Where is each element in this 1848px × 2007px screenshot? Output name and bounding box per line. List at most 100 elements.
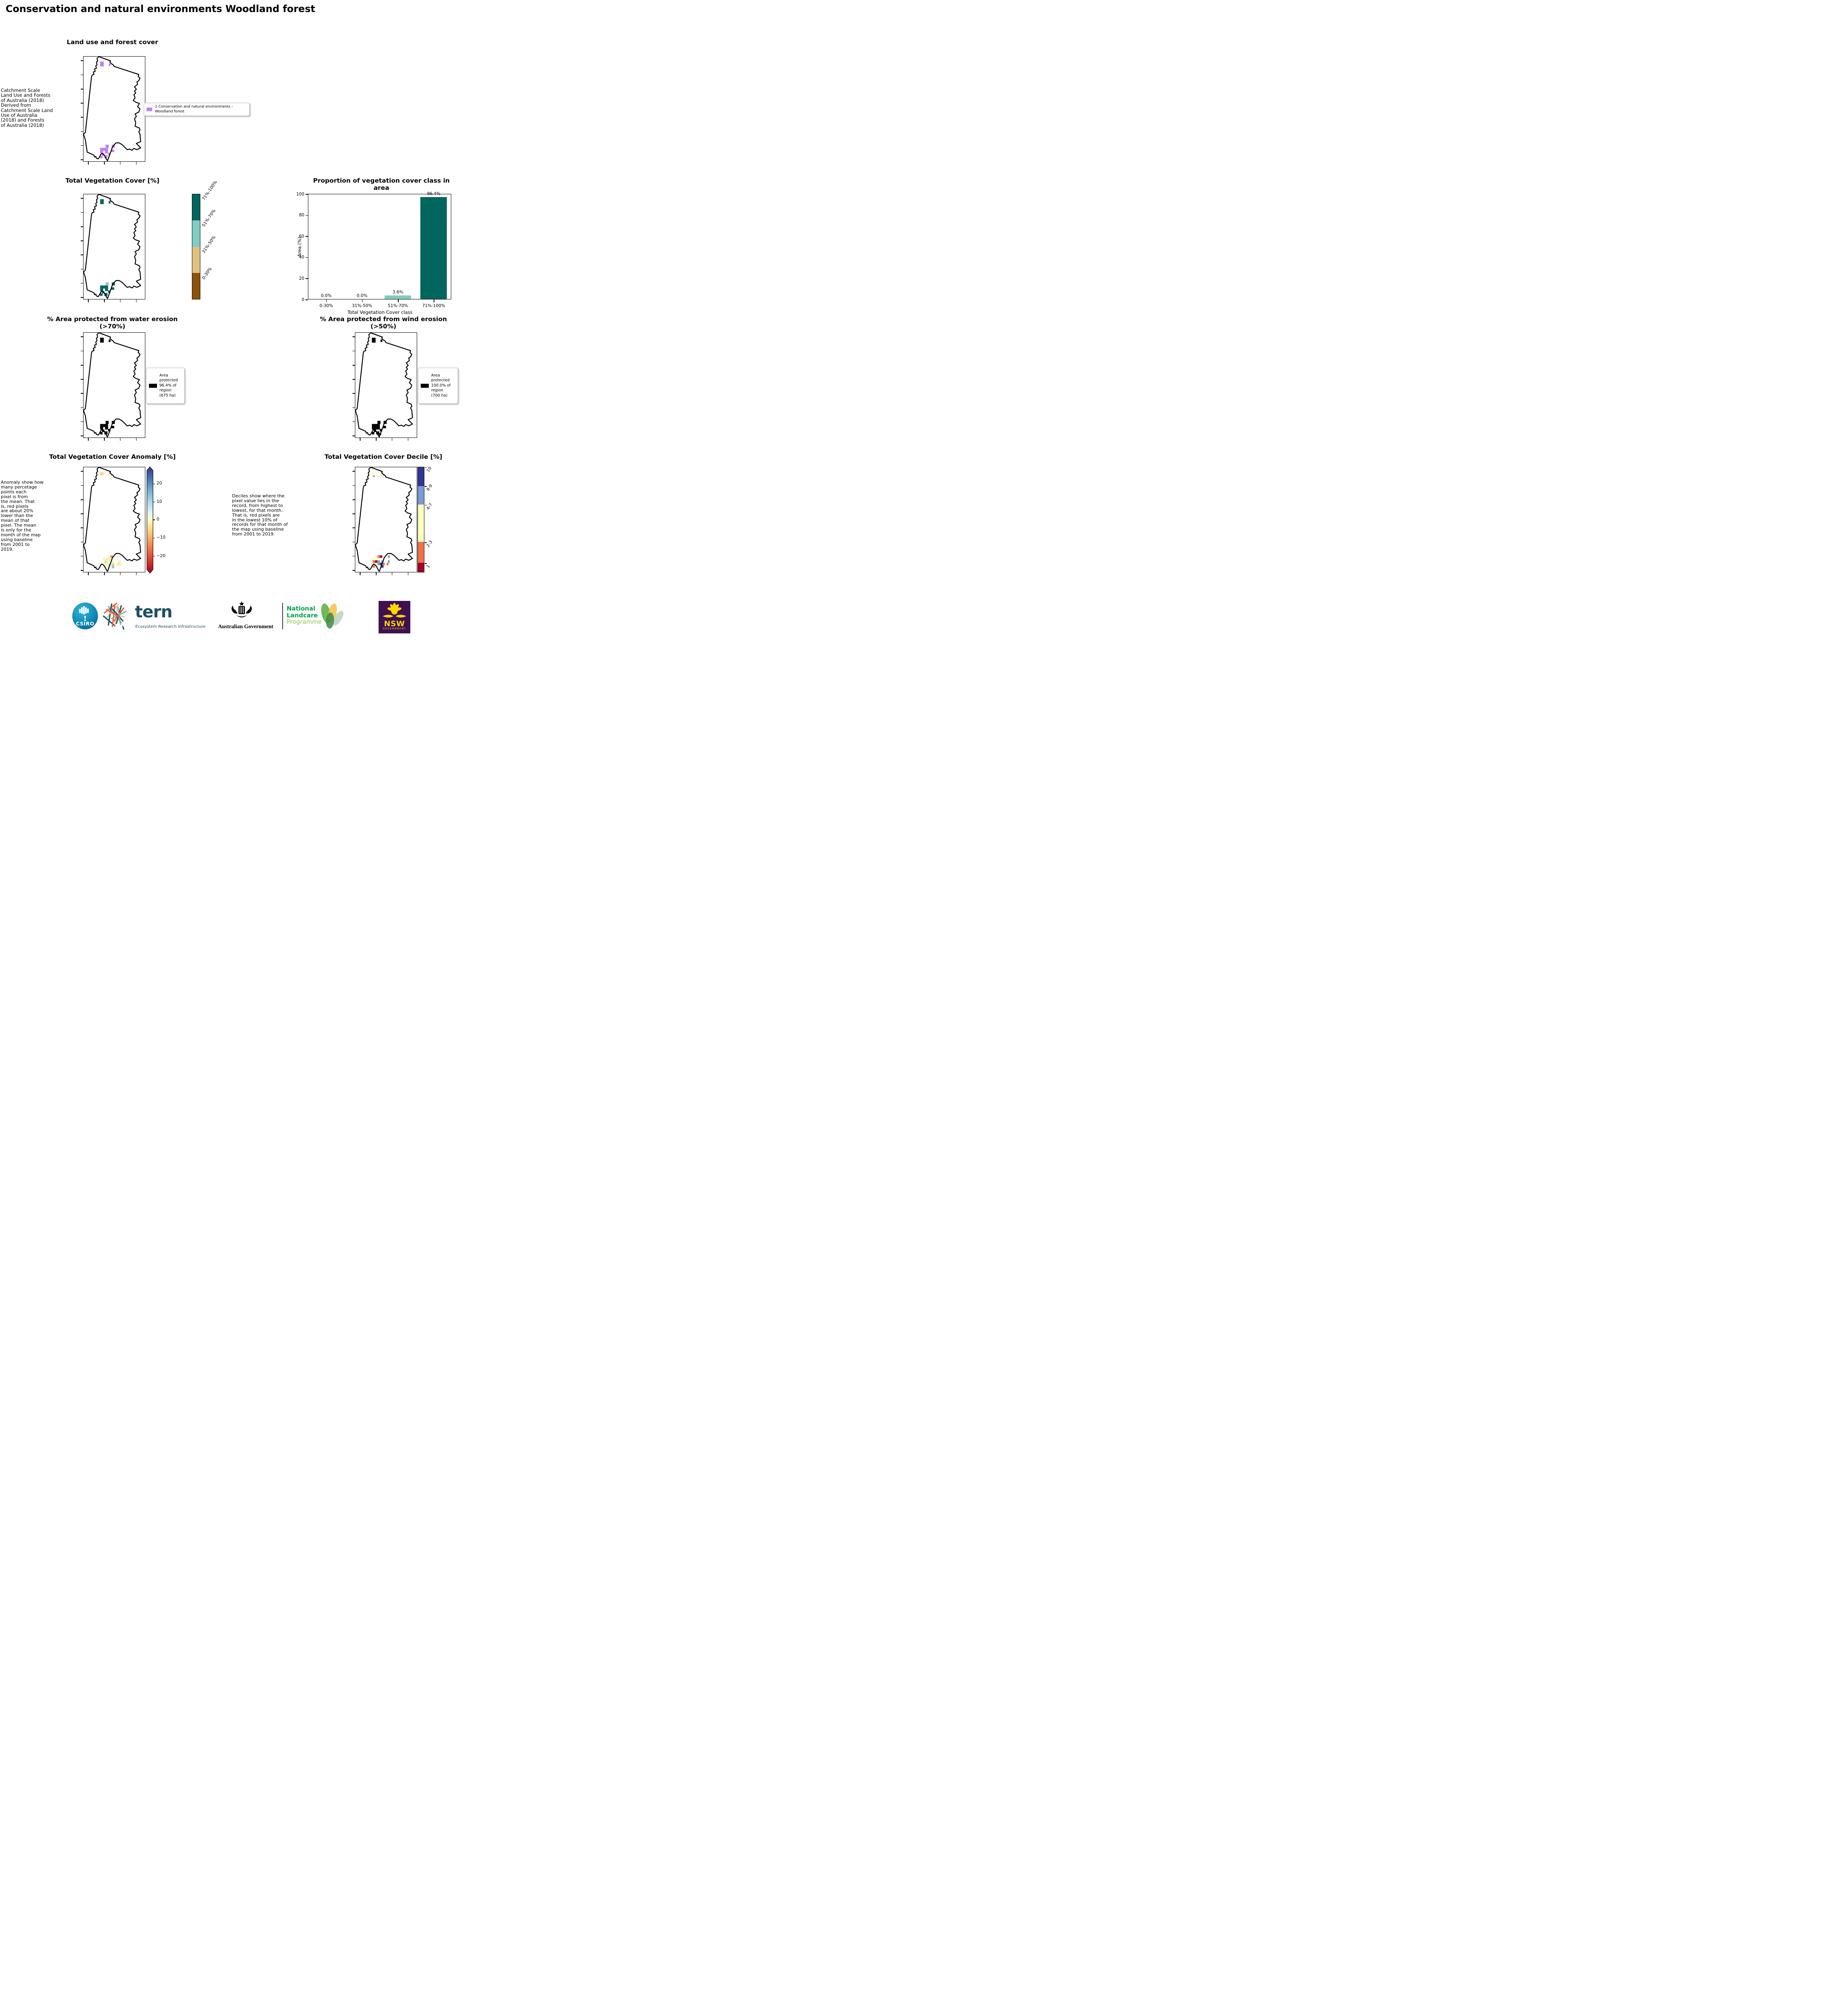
map-y-tick [81,198,83,199]
decile-colorbar-label: 1 [426,564,431,569]
map-y-tick [81,499,83,500]
map-y-tick [81,364,83,366]
map-y-tick [81,485,83,486]
wind-erosion-legend-label: Area protected 100.0% of region (700 ha) [431,373,451,398]
map-x-tick [376,438,377,441]
map-y-tick [352,527,355,528]
footer-divider [282,603,283,629]
map-x-tick [391,438,393,441]
map-y-tick [352,421,355,422]
x-tick-label: 31%-50% [352,303,373,308]
map-x-tick [88,438,89,441]
wind-erosion-map [352,332,417,441]
veg-colorbar-segment [192,273,200,299]
landcare-logo-text: National Landcare Programme [287,605,322,625]
bar-value-label: 96.4% [427,191,441,197]
land-use-map [81,56,145,165]
decile-note: Deciles show where the pixel value lies … [232,493,288,537]
map-y-tick [81,421,83,422]
map-y-tick [81,145,83,146]
decile-colorbar-label: 8-9 [426,483,434,492]
x-tick-label: 0-30% [319,303,333,308]
y-tick-label: 80 [299,213,304,218]
map-y-tick [81,226,83,227]
tern-logo-label: tern [135,602,173,621]
map-y-tick [81,527,83,528]
anomaly-colorbar-bar [147,466,153,574]
catchment-outline [84,333,141,437]
map-x-tick [104,162,105,165]
map-y-tick [81,471,83,472]
map-y-tick [81,541,83,543]
landcare-line-2: Landcare [287,611,318,619]
catchment-outline [355,467,412,571]
water-erosion-legend-swatch [149,384,157,388]
map-y-tick [81,513,83,514]
map-x-tick [407,438,409,441]
decile-colorbar-label: 2-3 [426,539,434,548]
veg-cover-map [81,194,145,302]
veg-colorbar-label: 31%-50% [201,234,217,254]
x-tick-label: 51%-70% [387,303,408,308]
proportion-bar-51%-70% [385,295,412,299]
wind-erosion-title: % Area protected from wind erosion (>50%… [320,316,447,330]
veg-colorbar-label: 0-30% [201,267,213,281]
decile-colorbar-segment [418,486,424,505]
bar-value-label: 0.0% [357,293,368,298]
land-use-legend-swatch [147,108,152,112]
map-y-tick [81,269,83,270]
map-y-tick [352,379,355,380]
map-x-tick [360,438,361,441]
chart-y-axis-label: Area (%) [297,236,302,257]
map-x-tick [136,572,137,575]
y-tick-label: 60 [299,234,304,239]
map-x-tick [88,299,89,302]
veg-colorbar-segment [192,220,200,247]
water-erosion-legend-label: Area protected 96.4% of region (675 ha) [159,373,178,398]
y-tick-label: 40 [299,255,304,260]
report-page: Conservation and natural environments Wo… [0,0,462,634]
anomaly-colorbar: 20 10 0 −10 −20 [147,466,165,574]
map-x-tick [136,299,137,302]
water-erosion-map-svg [84,333,145,438]
map-x-tick [104,438,105,441]
veg-cover-title: Total Vegetation Cover [%] [65,177,160,184]
nsw-waratah-icon [383,603,406,618]
map-y-tick [81,88,83,90]
page-title: Conservation and natural environments Wo… [6,3,316,14]
wind-erosion-legend: Area protected 100.0% of region (700 ha) [418,368,458,404]
veg-colorbar-segment [192,194,200,221]
bar-value-label: 3.6% [392,289,403,295]
bar-value-label: 0.0% [321,293,332,298]
catchment-outline [84,57,141,161]
map-y-tick [81,283,83,284]
anomaly-colorbar-tick-label: 10 [157,499,162,504]
veg-colorbar-segment [192,246,200,273]
water-erosion-map [81,332,145,441]
veg-colorbar-label: 71%-100% [201,179,218,202]
map-y-tick [352,556,355,557]
veg-cover-colorbar: 71%-100% 51%-70% 31%-50% 0-30% [192,180,218,299]
land-use-note: Catchment Scale Land Use and Forests of … [1,88,53,128]
map-x-tick [376,572,377,575]
map-x-tick [120,572,121,575]
wind-erosion-map-svg [355,333,417,438]
decile-title: Total Vegetation Cover Decile [%] [324,453,442,460]
map-x-tick [88,572,89,575]
map-x-tick [391,572,393,575]
land-use-title: Land use and forest cover [67,39,158,46]
catchment-outline [355,333,412,437]
decile-colorbar-segment [418,541,424,563]
veg-cover-map-svg [84,194,145,299]
map-y-tick [352,541,355,543]
decile-colorbar: 10 8-9 4-7 2-3 1 [418,466,434,572]
water-erosion-legend: Area protected 96.4% of region (675 ha) [146,368,185,404]
nsw-government-logo: NSW GOVERNMENT [379,601,410,633]
catchment-outline [84,467,141,571]
map-y-tick [81,103,83,104]
map-y-tick [81,393,83,394]
decile-colorbar-segment [418,562,424,572]
map-y-tick [352,364,355,366]
tern-logo-subtitle: Ecosystem Research Infrastructure [135,625,206,629]
map-y-tick [81,350,83,352]
